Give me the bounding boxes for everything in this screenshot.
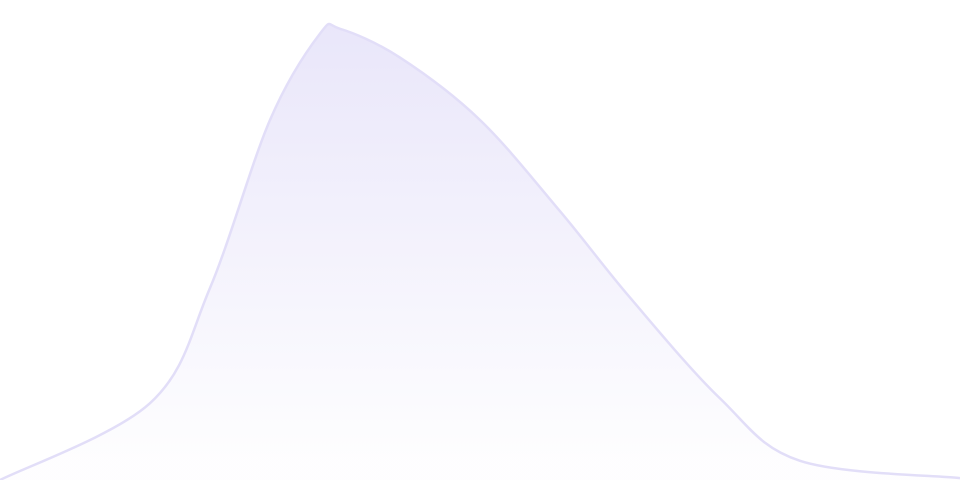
area-fill — [0, 24, 960, 480]
area-line — [0, 22, 960, 480]
